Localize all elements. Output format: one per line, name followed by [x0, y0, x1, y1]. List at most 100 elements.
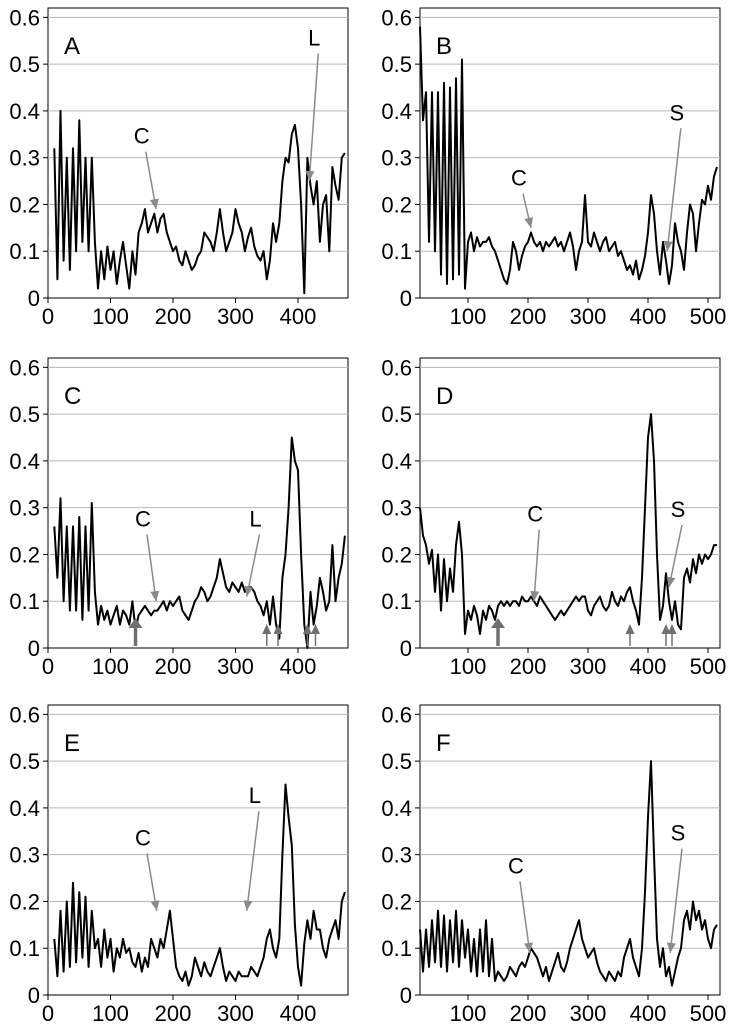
arrow-up-head: [128, 618, 143, 628]
annotation-arrow-head: [666, 942, 676, 953]
annotation-arrow-line: [668, 524, 683, 588]
y-tick-label: 0.2: [9, 889, 40, 914]
panel-a: 0 0.1 0.2 0.3 0.4 0.5 0.6 0 100 200 300 400 A C L: [9, 5, 349, 329]
x-tick-label: 300: [217, 304, 254, 329]
y-tick-label: 0.6: [9, 702, 40, 727]
annotation-arrow-line: [533, 529, 540, 602]
y-tick-label: 0.3: [381, 843, 412, 868]
annotation-arrow-head: [150, 900, 160, 911]
x-tick-label: 0: [42, 304, 54, 329]
x-tick-label: 300: [217, 654, 254, 679]
annotation-label: L: [249, 783, 261, 808]
panel-f: 0 0.1 0.2 0.3 0.4 0.5 0.6 100 200 300 400 500 F C S: [381, 702, 726, 1026]
arrow-up-head: [491, 618, 505, 628]
x-tick-label: 300: [570, 304, 607, 329]
y-tick-label: 0.5: [9, 402, 40, 427]
series-line: [53, 783, 346, 987]
x-tick-label: 400: [280, 304, 317, 329]
y-tick-label: 0.6: [9, 355, 40, 380]
series-line: [419, 760, 718, 987]
annotation-label: C: [135, 825, 151, 850]
annotation-label: C: [511, 166, 527, 191]
arrow-up-head: [302, 624, 312, 634]
x-tick-label: 400: [630, 304, 667, 329]
y-tick-label: 0.1: [9, 936, 40, 961]
y-tick-label: 0.5: [381, 52, 412, 77]
x-tick-label: 300: [217, 1001, 254, 1026]
x-tick-label: 200: [510, 1001, 547, 1026]
y-tick-label: 0.5: [9, 749, 40, 774]
y-tick-label: 0.5: [381, 402, 412, 427]
x-tick-label: 500: [690, 654, 727, 679]
annotation-arrow-head: [663, 240, 673, 252]
y-tick-label: 0.6: [9, 5, 40, 30]
arrow-up-head: [661, 624, 671, 634]
x-tick-label: 100: [92, 1001, 129, 1026]
plot-frame: [419, 7, 721, 299]
annotation-arrow-head: [530, 590, 540, 602]
annotation-label: C: [134, 124, 150, 149]
annotation-arrow-head: [244, 585, 254, 597]
annotation-arrow-head: [243, 900, 253, 911]
x-tick-label: 200: [155, 1001, 192, 1026]
y-tick-label: 0.3: [9, 146, 40, 171]
x-tick-label: 100: [92, 304, 129, 329]
annotation-arrow-head: [150, 590, 160, 602]
y-tick-label: 0.6: [381, 702, 412, 727]
arrow-up-head: [262, 624, 272, 634]
annotation-label: L: [308, 25, 320, 50]
x-tick-label: 100: [450, 1001, 487, 1026]
y-tick-label: 0.3: [9, 843, 40, 868]
y-tick-label: 0.1: [381, 239, 412, 264]
annotation-label: L: [249, 506, 261, 531]
y-tick-label: 0.4: [381, 796, 412, 821]
plot-frame: [47, 357, 349, 649]
x-tick-label: 100: [92, 654, 129, 679]
y-tick-label: 0.6: [381, 355, 412, 380]
x-tick-label: 200: [510, 654, 547, 679]
x-tick-label: 300: [570, 654, 607, 679]
plot-frame: [419, 357, 721, 649]
x-tick-label: 400: [280, 1001, 317, 1026]
y-tick-label: 0.6: [381, 5, 412, 30]
series-line: [419, 26, 718, 290]
series-line: [53, 436, 346, 649]
panel-letter: F: [436, 730, 451, 757]
y-tick-label: 0.3: [381, 146, 412, 171]
annotation-arrow-line: [308, 53, 319, 182]
annotation-arrow-head: [524, 217, 534, 228]
arrow-up-head: [311, 624, 320, 634]
x-tick-label: 500: [690, 304, 727, 329]
x-tick-label: 500: [690, 1001, 727, 1026]
x-tick-label: 200: [155, 654, 192, 679]
annotation-label: C: [527, 502, 543, 527]
annotation-label: C: [135, 506, 151, 531]
annotation-arrow-head: [666, 576, 676, 588]
y-tick-label: 0.4: [381, 99, 412, 124]
annotation-arrow-head: [305, 170, 315, 182]
panel-b: 0 0.1 0.2 0.3 0.4 0.5 0.6 100 200 300 400 500 B C S: [381, 5, 726, 329]
panel-d: 0 0.1 0.2 0.3 0.4 0.5 0.6 100 200 300 400 500 D C S: [381, 355, 726, 679]
annotation-arrow-head: [149, 198, 159, 210]
y-tick-label: 0.2: [9, 192, 40, 217]
series-line: [53, 109, 346, 295]
panel-letter: E: [64, 730, 80, 757]
y-tick-label: 0.1: [9, 239, 40, 264]
panel-c: 0 0.1 0.2 0.3 0.4 0.5 0.6 0 100 200 300 400 C C L: [9, 355, 349, 679]
annotation-label: S: [671, 497, 686, 522]
annotation-arrow-head: [524, 942, 533, 953]
panel-letter: A: [64, 33, 80, 60]
x-tick-label: 400: [630, 1001, 667, 1026]
arrow-up-head: [667, 624, 677, 634]
annotation-label: C: [508, 853, 524, 878]
x-tick-label: 300: [570, 1001, 607, 1026]
y-tick-label: 0.2: [381, 889, 412, 914]
y-tick-label: 0: [28, 983, 40, 1008]
y-tick-label: 0.4: [9, 796, 40, 821]
annotation-arrow-line: [666, 128, 682, 252]
annotation-arrow-line: [246, 534, 261, 597]
y-tick-label: 0: [28, 286, 40, 311]
annotation-label: S: [669, 100, 684, 125]
y-tick-label: 0.4: [381, 449, 412, 474]
